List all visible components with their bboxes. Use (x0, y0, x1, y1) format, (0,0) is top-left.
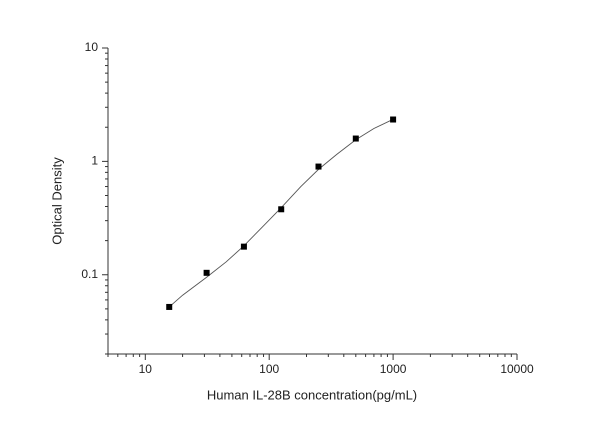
data-point (166, 303, 173, 310)
data-point (390, 116, 397, 123)
x-tick-label: 10000 (500, 362, 534, 376)
y-tick-label: 10 (85, 40, 99, 54)
data-point (203, 269, 210, 276)
fit-curve (168, 118, 394, 308)
x-tick-label: 1000 (380, 362, 407, 376)
data-point (240, 243, 247, 250)
data-point (278, 206, 285, 213)
x-tick-label: 10 (139, 362, 153, 376)
y-tick-label: 0.1 (81, 267, 98, 281)
y-axis-title: Optical Density (49, 157, 64, 245)
data-point (315, 163, 322, 170)
x-tick-label: 100 (259, 362, 279, 376)
data-point (352, 135, 359, 142)
x-axis-title: Human IL-28B concentration(pg/mL) (207, 387, 417, 402)
y-tick-label: 1 (91, 154, 98, 168)
